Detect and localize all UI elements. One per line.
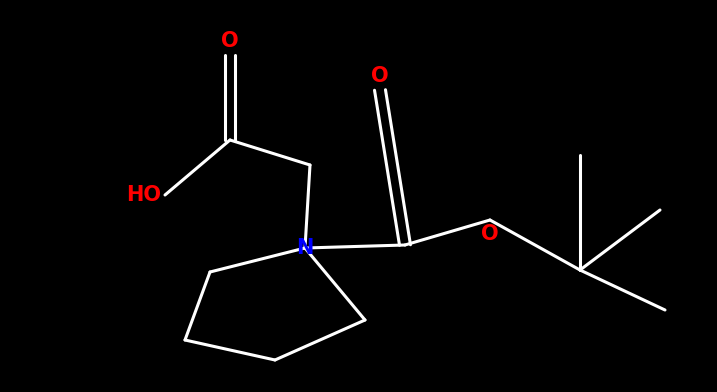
Text: O: O [221, 31, 239, 51]
Text: O: O [481, 224, 499, 244]
Text: O: O [371, 66, 389, 86]
Text: N: N [296, 238, 314, 258]
Text: HO: HO [126, 185, 161, 205]
